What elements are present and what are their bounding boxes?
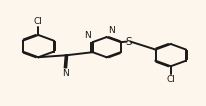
Text: N: N (108, 26, 115, 35)
Text: Cl: Cl (34, 17, 42, 26)
Text: Cl: Cl (166, 75, 174, 84)
Text: N: N (83, 31, 90, 40)
Text: S: S (125, 37, 131, 47)
Text: N: N (62, 69, 69, 78)
